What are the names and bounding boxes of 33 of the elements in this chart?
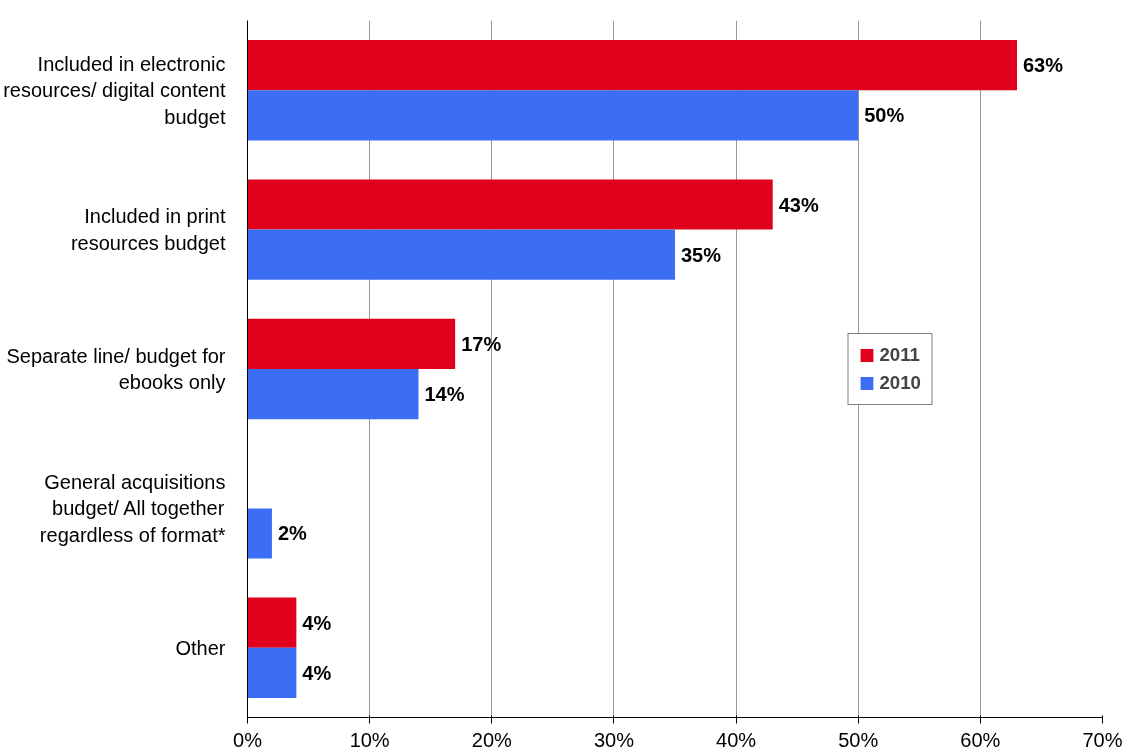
bar xyxy=(247,597,297,648)
x-tick-label: 30% xyxy=(593,728,635,751)
y-tick-label: General acquisitions budget/ All together regardless of format* xyxy=(39,471,226,546)
x-tick-label: 40% xyxy=(716,728,757,751)
y-tick-label: Separate line/ budget for ebooks only xyxy=(6,344,226,394)
data-label: 43% xyxy=(778,193,819,216)
x-tick-label: 60% xyxy=(960,728,1001,751)
bar xyxy=(247,179,773,230)
y-tick-label: Other xyxy=(175,636,226,659)
x-tick-label: 10% xyxy=(349,728,390,751)
bar xyxy=(247,318,456,369)
bar xyxy=(247,647,297,698)
bar xyxy=(247,508,272,559)
x-tick-label: 20% xyxy=(471,728,513,751)
data-label: 63% xyxy=(1023,54,1064,77)
x-tick-label: 70% xyxy=(1082,728,1123,751)
data-label: 4% xyxy=(302,661,332,684)
data-label: 35% xyxy=(681,243,722,266)
data-label: 17% xyxy=(461,332,502,355)
data-label: 14% xyxy=(424,383,465,406)
x-tick-label: 0% xyxy=(233,728,263,751)
legend-label: 2011 xyxy=(879,343,920,366)
bar xyxy=(247,369,419,420)
y-tick-label: Included in electronic resources/ digital content budget xyxy=(3,52,226,128)
data-label: 2% xyxy=(277,522,308,545)
bar xyxy=(247,229,675,280)
y-tick-label: Included in print resources budget xyxy=(70,205,226,254)
x-tick-label: 50% xyxy=(838,728,879,751)
data-label: 50% xyxy=(864,104,905,127)
bar xyxy=(247,40,1017,91)
legend-label: 2010 xyxy=(879,371,921,394)
bar xyxy=(247,90,859,141)
data-label: 4% xyxy=(302,611,332,634)
